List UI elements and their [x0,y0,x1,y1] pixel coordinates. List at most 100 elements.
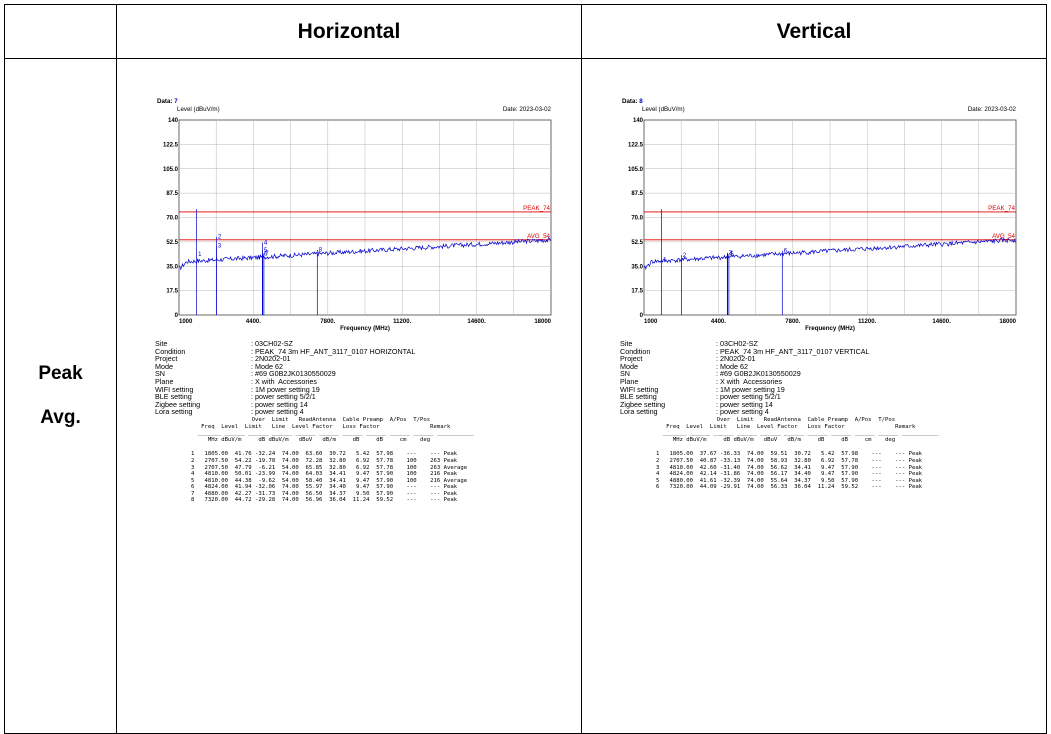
info-value: : power setting 5/2/1 [716,392,781,402]
x-tick-label: 7800. [785,319,800,325]
info-key: Mode [620,361,638,371]
info-key: Lora setting [155,407,193,417]
y-axis-title: Level (dBuV/m) [642,106,685,113]
table-row: 6 4824.00 41.94 -32.06 74.00 55.97 34.40… [191,484,458,491]
limit-line-label: AVG_54 [992,233,1015,240]
y-tick-label: 52.5 [631,240,643,246]
horizontal-table: Over Limit ReadAntenna Cable Preamp A/Po… [191,417,555,504]
y-tick-label: 87.5 [631,191,643,197]
row-label-avg: Avg. [40,407,81,428]
info-row: WIFI setting: 1M power setting 19 [620,384,1020,394]
info-key: Site [620,339,633,348]
horizontal-cell: Data: 7 Date: 2023-03-02 Level (dBuV/m) 140… [116,58,582,734]
spectrum-trace [643,237,1017,271]
marker-number: 5 [264,248,268,254]
marker-number: 4 [729,251,733,257]
table-row: 3 2707.50 47.79 -6.21 54.00 65.85 32.80 … [191,464,468,471]
x-axis-title: Frequency (MHz) [805,325,855,332]
x-tick-label: 7800. [320,319,335,325]
x-tick-label: 4400. [711,319,726,325]
x-axis-title: Frequency (MHz) [340,325,390,332]
y-tick-label: 122.5 [163,142,179,148]
y-tick-label: 35.0 [166,264,178,270]
table-row: 4 4824.00 42.14 -31.86 74.00 56.17 34.40… [656,471,923,478]
info-row: SN: #69 G0B2JK0130550029 [620,370,1020,378]
vertical-table: Over Limit ReadAntenna Cable Preamp A/Po… [656,417,1020,491]
info-key: SN [620,369,630,379]
table-row: 8 7320.00 44.72 -29.28 74.00 56.96 36.04… [191,497,458,504]
data-label: Data: 8 [622,98,643,105]
marker-number: 3 [729,251,733,257]
data-number: 7 [174,98,178,105]
x-tick-label: 14600. [932,319,951,325]
info-row: BLE setting : power setting 5/2/1 [620,393,1020,401]
report-table: Horizontal Vertical Peak Avg. Data: 7 Dat… [4,4,1047,734]
date-label: Date: 2023-03-02 [968,106,1017,113]
horizontal-plot: Data: 7 Date: 2023-03-02 Level (dBuV/m) 140… [155,96,555,336]
limit-line-label: PEAK_74 [988,205,1015,212]
table-row: 2 2707.50 40.87 -33.13 74.00 58.93 32.80… [656,457,923,464]
info-key: BLE setting [620,392,657,402]
info-row: WIFI setting: 1M power setting 19 [155,384,555,394]
header-horizontal: Horizontal [116,4,582,59]
info-row: Zigbee setting: power setting 14 [620,401,1020,409]
x-tick-label: 4400. [246,319,261,325]
info-value: : X with Accessories [716,376,782,386]
table-row: 3 4810.00 42.60 -31.40 74.00 56.62 34.41… [656,464,923,471]
info-key: Plane [620,376,639,386]
table-row: 1 1805.00 41.76 -32.24 74.00 63.60 30.72… [191,451,458,458]
marker-number: 4 [264,240,268,246]
table-header-line: _______ ______ ______ ______ ______ ____… [656,430,939,437]
info-key: Condition [155,346,186,356]
horizontal-info: Site: 03CH02-SZ Condition : PEAK_74 3m HF_… [155,340,555,416]
y-tick-label: 105.0 [628,167,644,173]
table-header-line: Freq Level Limit Line Level Factor Loss … [191,423,451,430]
vertical-cell: Data: 8 Date: 2023-03-02 Level (dBuV/m) 140… [581,58,1047,734]
y-tick-label: 0 [175,313,179,319]
vertical-plot: Data: 8 Date: 2023-03-02 Level (dBuV/m) 140… [620,96,1020,336]
info-row: Lora setting : power setting 4 [620,408,1020,416]
info-row: Plane: X with Accessories [155,378,555,386]
marker-number: 7 [265,251,269,257]
marker-number: 1 [198,252,202,258]
info-value: : 2N0202-01 [251,354,291,364]
info-value: : PEAK_74 3m HF_ANT_3117_0107 VERTICAL [716,346,870,356]
row-label-peak: Peak [38,363,83,384]
y-tick-label: 17.5 [166,289,178,295]
info-value: : power setting 4 [716,407,769,417]
y-tick-label: 140 [168,118,179,124]
info-key: Project [620,354,643,364]
y-tick-label: 17.5 [631,289,643,295]
marker-number: 6 [784,249,788,255]
vertical-report: Data: 8 Date: 2023-03-02 Level (dBuV/m) 140… [620,96,1020,491]
info-value: : 1M power setting 19 [251,384,320,394]
marker-number: 5 [730,252,734,258]
corner-cell [4,4,117,59]
info-value: : X with Accessories [251,376,317,386]
info-key: WIFI setting [620,384,659,394]
data-number: 8 [639,98,643,105]
x-tick-label: 18000 [999,319,1016,325]
info-row: Mode: Mode 62 [620,363,1020,371]
marker-number: 3 [218,243,222,249]
info-key: Lora setting [620,407,658,417]
info-row: Site: 03CH02-SZ [155,340,555,348]
info-value: : Mode 62 [251,361,283,371]
info-key: Mode [155,361,173,371]
x-tick-label: 11200. [393,319,411,325]
table-header-line: Freq Level Limit Line Level Factor Loss … [656,423,916,430]
table-row: 5 4880.00 41.61 -32.39 74.00 55.64 34.37… [656,477,923,484]
table-header-line: _______ ______ ______ ______ ______ ____… [191,430,474,437]
info-value: : 03CH02-SZ [716,339,758,348]
info-value: : power setting 4 [251,407,304,417]
info-key: Zigbee setting [155,399,201,409]
info-key: BLE setting [155,392,192,402]
info-row: Condition : PEAK_74 3m HF_ANT_3117_0107 H… [155,346,555,356]
info-value: : PEAK_74 3m HF_ANT_3117_0107 HORIZONTAL [251,346,416,356]
marker-number: 2 [683,253,687,259]
x-tick-label: 18000 [534,319,551,325]
info-value: : 03CH02-SZ [251,339,293,348]
info-row: SN: #69 G0B2JK0130550029 [155,370,555,378]
